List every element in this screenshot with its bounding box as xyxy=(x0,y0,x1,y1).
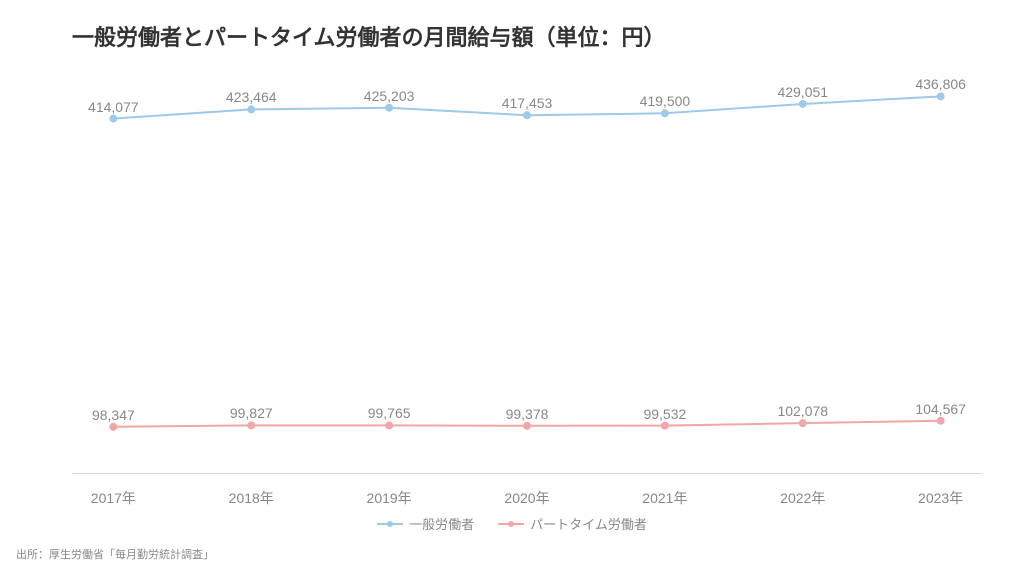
legend-label: パートタイム労働者 xyxy=(530,514,647,533)
chart-title: 一般労働者とパートタイム労働者の月間給与額（単位：円） xyxy=(72,20,666,52)
legend-item: パートタイム労働者 xyxy=(498,514,647,533)
data-label: 419,500 xyxy=(640,93,691,109)
legend-marker-icon xyxy=(498,523,524,525)
data-label: 99,378 xyxy=(506,406,549,422)
x-axis-label: 2023年 xyxy=(918,488,963,508)
data-label: 99,827 xyxy=(230,405,273,421)
data-label: 104,567 xyxy=(915,401,966,417)
data-label: 99,765 xyxy=(368,405,411,421)
chart-legend: 一般労働者 パートタイム労働者 xyxy=(0,514,1024,533)
data-label: 429,051 xyxy=(777,84,828,100)
x-axis-label: 2022年 xyxy=(780,488,825,508)
legend-item: 一般労働者 xyxy=(377,514,474,533)
chart-container: 一般労働者とパートタイム労働者の月間給与額（単位：円） 414,077 423,4… xyxy=(0,0,1024,576)
data-label: 102,078 xyxy=(777,403,828,419)
data-label: 414,077 xyxy=(88,99,139,115)
x-axis-label: 2017年 xyxy=(91,488,136,508)
data-label: 425,203 xyxy=(364,88,415,104)
data-label: 98,347 xyxy=(92,407,135,423)
legend-marker-icon xyxy=(377,523,403,525)
data-label: 423,464 xyxy=(226,89,277,105)
x-axis-label: 2020年 xyxy=(504,488,549,508)
data-label: 99,532 xyxy=(643,406,686,422)
legend-label: 一般労働者 xyxy=(409,514,474,533)
data-label: 417,453 xyxy=(502,95,553,111)
data-label: 436,806 xyxy=(915,76,966,92)
x-axis-label: 2021年 xyxy=(642,488,687,508)
chart-source: 出所：厚生労働省「毎月勤労統計調査」 xyxy=(16,546,214,562)
x-axis-label: 2019年 xyxy=(367,488,412,508)
x-axis-label: 2018年 xyxy=(229,488,274,508)
